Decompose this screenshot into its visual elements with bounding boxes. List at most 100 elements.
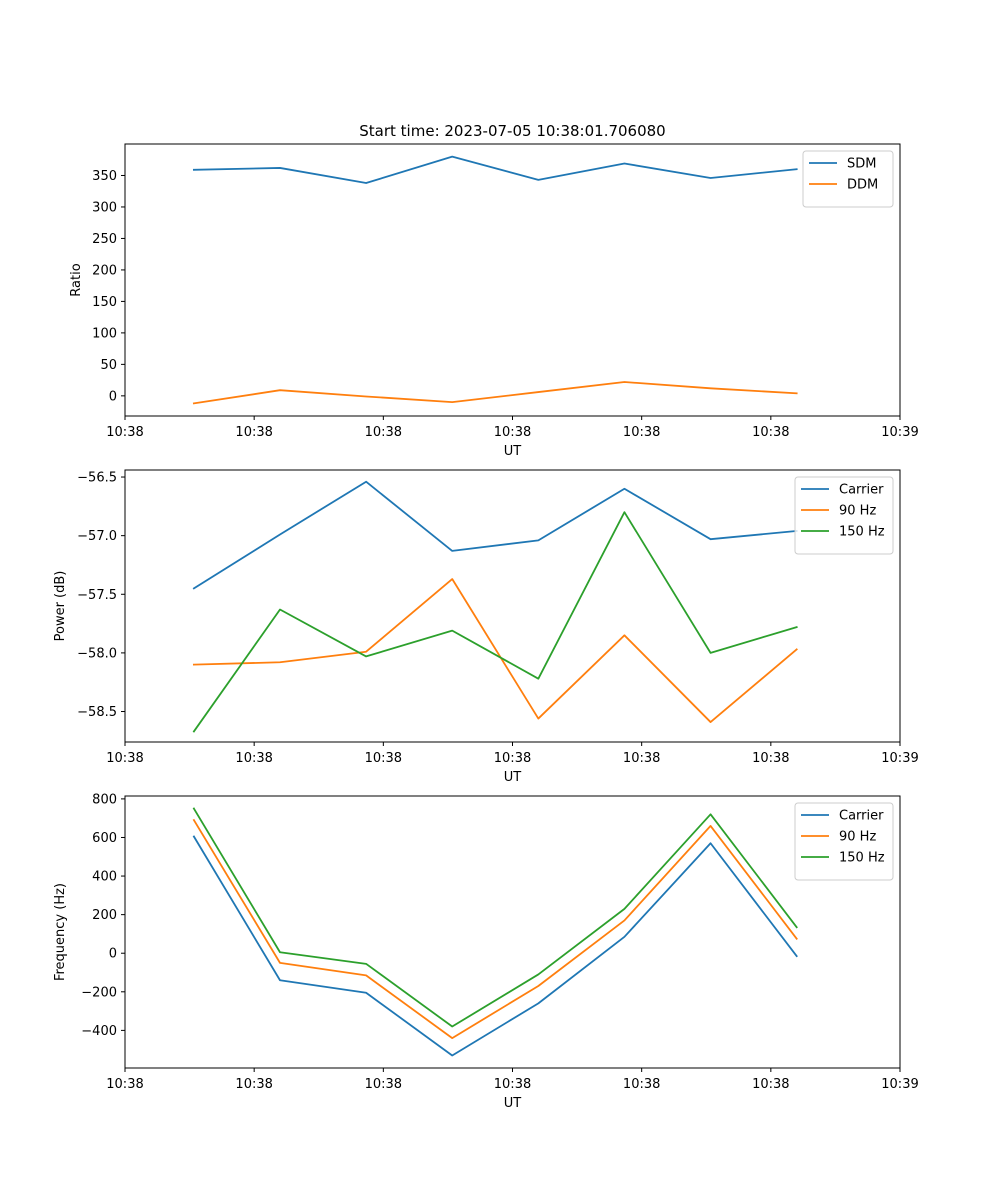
x-tick-label: 10:38 (365, 751, 402, 766)
y-tick: 0 (109, 947, 125, 962)
legend-label-carrier: Carrier (839, 809, 884, 824)
y-tick-label: −57.5 (77, 588, 117, 603)
x-tick-label: 10:38 (623, 1077, 660, 1092)
axes-frame (124, 795, 901, 1069)
x-tick: 10:38 (752, 1068, 790, 1092)
x-tick: 10:38 (623, 416, 660, 440)
subplot-2: 10:38 10:38 10:38 10:38 10:38 10:38 10:39 −58.5… (53, 469, 919, 785)
x-tick: 10:38 (235, 742, 273, 766)
y-tick: −200 (81, 985, 125, 1000)
y-tick-label: 600 (92, 831, 117, 846)
y-tick-label: 150 (92, 295, 117, 310)
x-tick-label: 10:39 (881, 425, 918, 440)
chart-title: Start time: 2023-07-05 10:38:01.706080 (359, 122, 665, 140)
series-line-sdm (192, 155, 798, 184)
y-tick: 300 (92, 200, 125, 215)
x-tick: 10:38 (752, 416, 790, 440)
y-tick: 200 (92, 908, 125, 923)
y-tick-label: −400 (81, 1024, 117, 1039)
x-axis-label: UT (504, 444, 522, 459)
y-tick: 350 (92, 169, 125, 184)
series-line-carrier (192, 480, 798, 590)
x-tick-label: 10:38 (235, 751, 272, 766)
y-tick-label: 250 (92, 232, 117, 247)
x-tick-label: 10:38 (752, 1077, 789, 1092)
axes-frame (124, 143, 901, 417)
y-tick-label: 50 (100, 358, 117, 373)
x-tick: 10:39 (881, 416, 919, 440)
y-tick: 150 (92, 295, 125, 310)
x-tick-label: 10:38 (623, 425, 660, 440)
y-tick: 0 (109, 389, 125, 404)
legend-label-carrier: Carrier (839, 483, 884, 498)
series-line-ddm (192, 381, 798, 405)
x-tick: 10:39 (881, 1068, 919, 1092)
x-tick-label: 10:38 (752, 751, 789, 766)
x-tick: 10:39 (881, 742, 919, 766)
y-tick-label: 300 (92, 200, 117, 215)
y-tick-label: 100 (92, 326, 117, 341)
x-tick-label: 10:38 (235, 1077, 272, 1092)
y-tick: 100 (92, 326, 125, 341)
subplot-3: 10:38 10:38 10:38 10:38 10:38 10:38 10:39 −400 −… (53, 792, 919, 1111)
x-tick-label: 10:38 (106, 425, 143, 440)
x-tick: 10:38 (365, 1068, 402, 1092)
y-tick: 200 (92, 263, 125, 278)
x-tick-label: 10:38 (106, 1077, 143, 1092)
x-tick-label: 10:38 (365, 1077, 402, 1092)
y-tick-label: −58.5 (77, 705, 117, 720)
y-tick-label: −56.5 (77, 471, 117, 486)
axes-frame (124, 469, 901, 743)
y-tick: 50 (100, 358, 125, 373)
x-tick-label: 10:38 (494, 751, 531, 766)
y-tick-label: 200 (92, 263, 117, 278)
y-tick-label: 800 (92, 792, 117, 807)
x-tick-label: 10:39 (881, 751, 918, 766)
y-tick: 800 (92, 792, 125, 807)
series-line-90-hz (192, 818, 798, 1039)
legend-label-sdm: SDM (847, 157, 876, 172)
x-tick: 10:38 (106, 416, 144, 440)
legend-label-150-hz: 150 Hz (839, 851, 885, 866)
x-tick-label: 10:38 (106, 751, 143, 766)
legend: SDM DDM (802, 150, 894, 208)
x-tick-label: 10:38 (623, 751, 660, 766)
y-tick-label: 0 (109, 389, 117, 404)
legend: Carrier 90 Hz 150 Hz (794, 476, 894, 555)
x-tick: 10:38 (623, 1068, 660, 1092)
series-line-90-hz (192, 578, 798, 723)
x-tick: 10:38 (494, 742, 531, 766)
x-tick-label: 10:39 (881, 1077, 918, 1092)
x-tick: 10:38 (365, 742, 402, 766)
legend-label-90-hz: 90 Hz (839, 830, 876, 845)
x-tick: 10:38 (235, 1068, 273, 1092)
y-tick: −400 (81, 1024, 125, 1039)
y-tick: −58.5 (77, 705, 125, 720)
y-tick: −57.5 (77, 588, 125, 603)
legend-label-ddm: DDM (847, 178, 878, 193)
y-tick-label: 200 (92, 908, 117, 923)
x-tick: 10:38 (494, 416, 531, 440)
x-tick: 10:38 (752, 742, 790, 766)
x-tick-label: 10:38 (235, 425, 272, 440)
series-line-150-hz (192, 511, 798, 733)
x-tick: 10:38 (365, 416, 402, 440)
x-tick: 10:38 (106, 1068, 144, 1092)
y-tick-label: 350 (92, 169, 117, 184)
x-tick: 10:38 (235, 416, 273, 440)
x-tick-label: 10:38 (365, 425, 402, 440)
legend: Carrier 90 Hz 150 Hz (794, 802, 894, 881)
x-tick: 10:38 (623, 742, 660, 766)
y-axis-label: Power (dB) (53, 571, 68, 642)
x-tick-label: 10:38 (494, 425, 531, 440)
y-tick: 400 (92, 870, 125, 885)
x-tick: 10:38 (106, 742, 144, 766)
x-tick-label: 10:38 (752, 425, 789, 440)
y-tick: −57.0 (77, 529, 125, 544)
y-tick-label: −57.0 (77, 529, 117, 544)
y-tick: 250 (92, 232, 125, 247)
y-axis-label: Ratio (69, 263, 84, 296)
y-tick-label: −200 (81, 985, 117, 1000)
series-line-150-hz (192, 807, 798, 1028)
